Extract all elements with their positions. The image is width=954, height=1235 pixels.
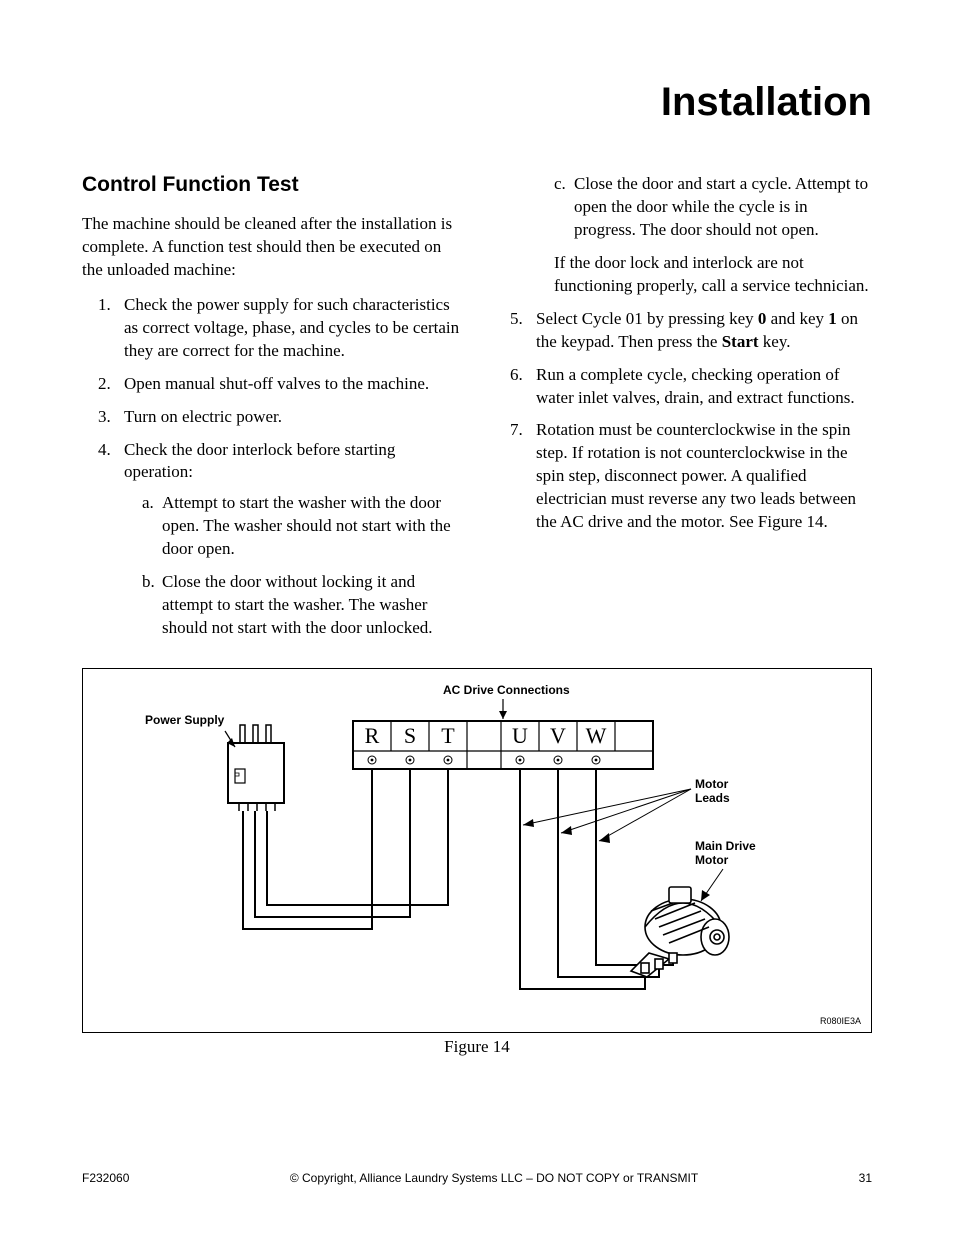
step-list-left: 1. Check the power supply for such chara… (82, 294, 460, 640)
step-4: 4. Check the door interlock before start… (106, 439, 460, 641)
bold-key: Start (722, 332, 759, 351)
step-text: Run a complete cycle, checking operation… (536, 365, 855, 407)
step-7: 7. Rotation must be counterclockwise in … (518, 419, 872, 534)
svg-text:U: U (512, 723, 528, 748)
step-text: Check the door interlock before starting… (124, 440, 395, 482)
chapter-title: Installation (82, 80, 872, 125)
label-ac-drive: AC Drive Connections (443, 683, 570, 697)
label-main-drive-motor: Main Drive Motor (695, 839, 756, 868)
right-column: c. Close the door and start a cycle. Att… (494, 173, 872, 650)
svg-text:S: S (404, 723, 416, 748)
step-number: 6. (510, 364, 523, 387)
substep-letter: a. (142, 492, 154, 515)
substep-list-cont: c. Close the door and start a cycle. Att… (536, 173, 872, 242)
step-number: 1. (98, 294, 111, 317)
two-column-body: Control Function Test The machine should… (82, 173, 872, 650)
step-list-right: c. Close the door and start a cycle. Att… (494, 173, 872, 534)
text-fragment: and key (766, 309, 828, 328)
substep-c-wrap: c. Close the door and start a cycle. Att… (518, 173, 872, 298)
step-text: Turn on electric power. (124, 407, 282, 426)
step-text: Open manual shut-off valves to the machi… (124, 374, 429, 393)
step-number: 5. (510, 308, 523, 331)
step-number: 3. (98, 406, 111, 429)
label-motor-leads: MotorLeads (695, 777, 730, 806)
substep-text: Close the door without locking it and at… (162, 572, 433, 637)
svg-text:V: V (550, 723, 566, 748)
figure-14: R S T U V W (82, 668, 872, 1057)
bold-key: 1 (828, 309, 837, 328)
svg-text:R: R (365, 723, 380, 748)
substep-b: b. Close the door without locking it and… (142, 571, 460, 640)
substep-list: a. Attempt to start the washer with the … (124, 492, 460, 640)
figure-caption: Figure 14 (82, 1037, 872, 1057)
footer-doc-id: F232060 (82, 1171, 129, 1185)
text-fragment: Select Cycle 01 by pressing key (536, 309, 758, 328)
footer-page-number: 31 (859, 1171, 872, 1185)
substep-a: a. Attempt to start the washer with the … (142, 492, 460, 561)
figure-box: R S T U V W (82, 668, 872, 1033)
section-title: Control Function Test (82, 173, 460, 197)
intro-paragraph: The machine should be cleaned after the … (82, 213, 460, 282)
svg-text:W: W (586, 723, 607, 748)
label-power-supply: Power Supply (145, 713, 224, 727)
substep-letter: c. (554, 173, 566, 196)
step-number: 2. (98, 373, 111, 396)
text-fragment: key. (759, 332, 791, 351)
figure-code: R080IE3A (820, 1016, 861, 1026)
step-text: Rotation must be counterclockwise in the… (536, 420, 856, 531)
followup-text: If the door lock and interlock are not f… (536, 252, 872, 298)
left-column: Control Function Test The machine should… (82, 173, 460, 650)
step-6: 6. Run a complete cycle, checking operat… (518, 364, 872, 410)
step-text: Check the power supply for such characte… (124, 295, 459, 360)
footer-copyright: © Copyright, Alliance Laundry Systems LL… (129, 1171, 858, 1185)
substep-letter: b. (142, 571, 155, 594)
substep-text: Close the door and start a cycle. Attemp… (574, 174, 868, 239)
step-number: 4. (98, 439, 111, 462)
substep-text: Attempt to start the washer with the doo… (162, 493, 451, 558)
svg-text:T: T (441, 723, 455, 748)
step-3: 3. Turn on electric power. (106, 406, 460, 429)
step-2: 2. Open manual shut-off valves to the ma… (106, 373, 460, 396)
substep-c: c. Close the door and start a cycle. Att… (554, 173, 872, 242)
step-number: 7. (510, 419, 523, 442)
step-text: Select Cycle 01 by pressing key 0 and ke… (536, 309, 858, 351)
step-1: 1. Check the power supply for such chara… (106, 294, 460, 363)
page: Installation Control Function Test The m… (0, 0, 954, 1235)
page-footer: F232060 © Copyright, Alliance Laundry Sy… (82, 1171, 872, 1185)
step-5: 5. Select Cycle 01 by pressing key 0 and… (518, 308, 872, 354)
